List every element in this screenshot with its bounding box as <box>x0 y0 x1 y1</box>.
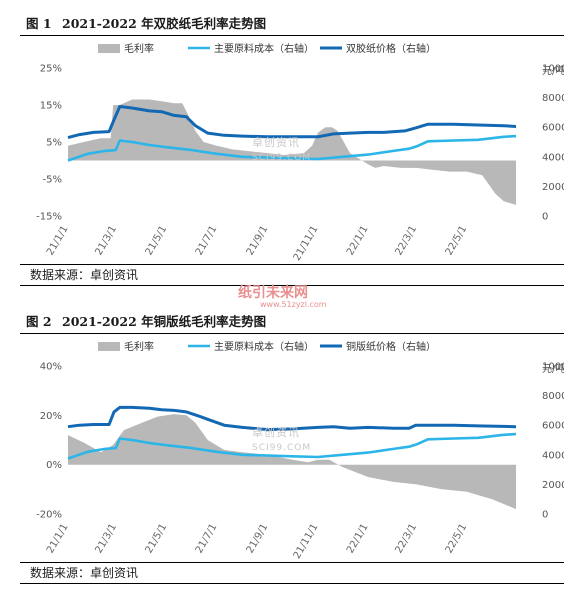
chart1-x-tick-label: 22/5/1 <box>444 224 470 257</box>
chart2-series-cost-line <box>67 432 517 460</box>
chart1-legend-label: 毛利率 <box>124 42 154 55</box>
chart2-legend-swatch-margin <box>98 342 120 351</box>
chart1-x-tick-label: 21/3/1 <box>93 224 119 257</box>
chart1-right-tick-label: 8000 <box>542 93 564 104</box>
watermark-middle: 纸引未来网 www.51zyzl.com <box>238 285 327 309</box>
chart1-right-tick-label: 6000 <box>542 123 564 134</box>
chart1-left-tick-label: 25% <box>40 64 62 75</box>
chart1-x-tick-label: 21/7/1 <box>194 224 220 257</box>
chart2-legend-label: 铜版纸价格（右轴） <box>346 340 436 353</box>
chart2-right-tick-label: 8000 <box>542 391 564 402</box>
chart2-right-tick-label: 4000 <box>542 450 564 461</box>
chart1-x-tick-label: 21/11/1 <box>292 224 321 263</box>
chart2-x-tick-label: 22/5/1 <box>444 522 470 555</box>
chart2-x-tick-label: 21/11/1 <box>292 522 321 561</box>
watermark-2: 卓创资讯 SCI99.COM <box>252 426 312 453</box>
chart1-series-cost-line <box>67 134 517 162</box>
chart2-right-tick-label: 0 <box>542 510 548 521</box>
figure-2-label: 图 2 <box>26 314 52 329</box>
chart2-series-price-line <box>67 405 517 432</box>
chart1-left-tick-label: -5% <box>43 175 62 186</box>
chart2-legend-label: 毛利率 <box>124 340 154 353</box>
chart1-left-tick-label: 15% <box>40 101 62 112</box>
chart2-right-axis-unit: 元/吨 <box>542 362 564 375</box>
chart2-left-tick-label: 0% <box>46 460 62 471</box>
chart1-left-tick-label: 5% <box>46 138 62 149</box>
chart1-legend-swatch-margin <box>98 44 120 53</box>
chart2-x-tick-label: 21/9/1 <box>245 522 271 555</box>
chart1-x-tick-label: 22/3/1 <box>393 224 419 257</box>
figure-2-title-bar: 图 2 2021-2022 年铜版纸毛利率走势图 <box>20 312 564 334</box>
chart2-series-margin-area <box>68 414 516 510</box>
chart1-left-tick-label: -15% <box>36 212 62 223</box>
chart1-series-price-line <box>67 105 517 140</box>
chart1-series-margin-area <box>68 99 516 205</box>
figure-2-title: 2021-2022 年铜版纸毛利率走势图 <box>62 314 267 329</box>
chart1-x-tick-label: 21/9/1 <box>245 224 271 257</box>
figure-1-title: 2021-2022 年双胶纸毛利率走势图 <box>62 16 267 31</box>
chart2-left-tick-label: 20% <box>40 411 62 422</box>
figure-2: 图 2 2021-2022 年铜版纸毛利率走势图 40% 20% 0% -20% 1000… <box>20 312 564 587</box>
chart1-x-tick-label: 21/1/1 <box>45 224 71 257</box>
chart1-x-tick-label: 22/1/1 <box>345 224 371 257</box>
chart2-x-tick-label: 22/3/1 <box>393 522 419 555</box>
chart1-legend-label: 双胶纸价格（右轴） <box>346 42 436 55</box>
chart2-x-tick-label: 21/5/1 <box>144 522 170 555</box>
chart2-x-tick-label: 22/1/1 <box>345 522 371 555</box>
chart2-right-tick-label: 10000 <box>542 362 564 373</box>
figure-1-label: 图 1 <box>26 16 52 31</box>
figure-1: 图 1 2021-2022 年双胶纸毛利率走势图 25% 15% 5% -5% -15% 1… <box>20 14 564 289</box>
chart1-right-tick-label: 0 <box>542 212 548 223</box>
figure-2-source: 数据来源：卓创资讯 <box>20 562 564 584</box>
chart1-right-axis-unit: 元/吨 <box>542 64 564 77</box>
figure-1-source: 数据来源：卓创资讯 <box>20 264 564 286</box>
chart1-right-tick-label: 10000 <box>542 64 564 75</box>
chart1-right-tick-label: 4000 <box>542 152 564 163</box>
chart2-legend-label: 主要原料成本（右轴） <box>214 340 314 353</box>
chart2-x-tick-label: 21/3/1 <box>93 522 119 555</box>
chart2-x-tick-label: 21/1/1 <box>45 522 71 555</box>
chart1-x-tick-label: 21/5/1 <box>144 224 170 257</box>
chart2-left-tick-label: 40% <box>40 362 62 373</box>
figure-1-title-bar: 图 1 2021-2022 年双胶纸毛利率走势图 <box>20 14 564 36</box>
watermark-1: 卓创资讯 SCI99.COM <box>252 136 312 163</box>
chart2-right-tick-label: 6000 <box>542 421 564 432</box>
chart1-legend-label: 主要原料成本（右轴） <box>214 42 314 55</box>
chart2-x-tick-label: 21/7/1 <box>194 522 220 555</box>
chart2-left-tick-label: -20% <box>36 510 62 521</box>
